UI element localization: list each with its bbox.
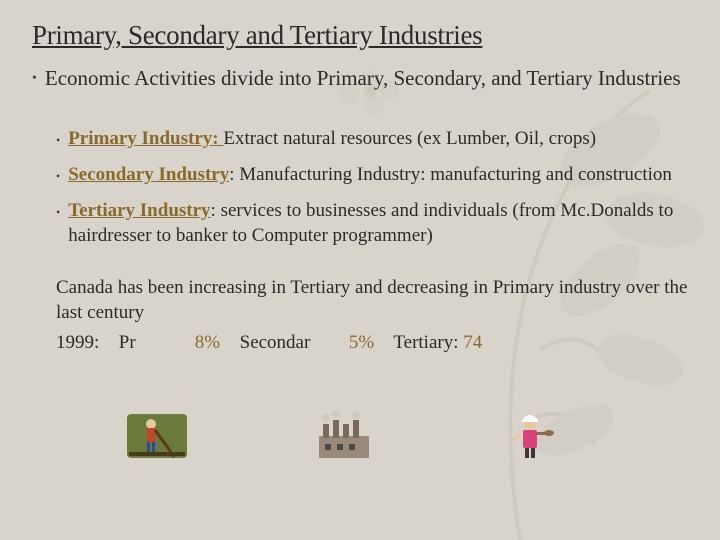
stats-secondary-label: Secondar (240, 332, 311, 353)
list-item-body: Primary Industry: Extract natural resour… (68, 127, 596, 153)
bullet-dot: • (56, 127, 60, 153)
secondary-industry-term: Secondary Industry (68, 164, 229, 185)
intro-bullet: • Economic Activities divide into Primar… (32, 65, 688, 93)
trend-paragraph: Canada has been increasing in Tertiary a… (32, 276, 688, 325)
chef-icon (497, 410, 563, 462)
list-item: • Tertiary Industry: services to busines… (56, 199, 688, 248)
stats-tertiary-label: Tertiary: (393, 332, 458, 353)
slide-title: Primary, Secondary and Tertiary Industri… (32, 20, 688, 51)
farmer-digging-icon (125, 410, 191, 462)
secondary-industry-desc: Manufacturing Industry: manufacturing an… (234, 164, 671, 185)
bullet-dot: • (56, 199, 60, 248)
intro-text: Economic Activities divide into Primary,… (45, 65, 681, 93)
factory-icon (311, 410, 377, 462)
primary-industry-term: Primary Industry (68, 128, 212, 149)
bullet-dot: • (56, 163, 60, 189)
list-item-body: Secondary Industry: Manufacturing Indust… (68, 163, 672, 189)
clipart-row (125, 410, 563, 462)
bullet-dot: • (32, 65, 37, 93)
stats-year: 1999: (56, 332, 99, 353)
primary-industry-desc: Extract natural resources (ex Lumber, Oi… (223, 128, 596, 149)
list-item: • Primary Industry: Extract natural reso… (56, 127, 688, 153)
stats-secondary-pct: 5% (349, 332, 374, 353)
industry-list: • Primary Industry: Extract natural reso… (32, 127, 688, 248)
slide-container: Primary, Secondary and Tertiary Industri… (0, 0, 720, 540)
list-item: • Secondary Industry: Manufacturing Indu… (56, 163, 688, 189)
stats-primary-pct: 8% (195, 332, 220, 353)
list-item-body: Tertiary Industry: services to businesse… (68, 199, 688, 248)
term-colon: : (212, 128, 223, 149)
stats-line: 1999: Pr imary: 8% Secondar y: 2 5% Tert… (32, 332, 688, 354)
stats-primary-label: Pr (119, 332, 136, 353)
stats-tertiary-pct: 74 (463, 332, 482, 353)
tertiary-industry-term: Tertiary Industry (68, 200, 210, 221)
